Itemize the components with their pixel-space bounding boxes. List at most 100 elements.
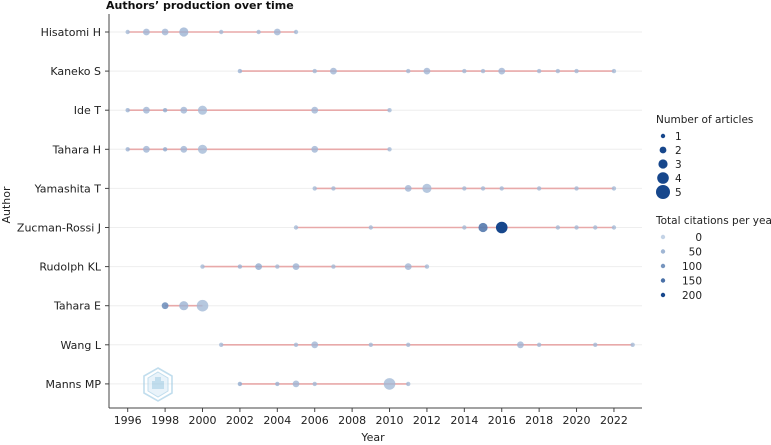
data-point <box>273 28 281 36</box>
data-point <box>331 186 336 191</box>
data-point <box>462 68 467 74</box>
legend-total-citations: Total citations per year 0 50 100 150 200 <box>655 215 771 302</box>
data-point <box>180 145 188 153</box>
data-point <box>293 342 299 347</box>
data-point <box>630 342 635 347</box>
x-tick-label: 1998 <box>151 414 179 427</box>
legend-citation-marker <box>660 234 666 240</box>
x-tick-label: 2018 <box>525 414 553 427</box>
legend-article-label: 3 <box>675 159 682 171</box>
journal-logo-watermark <box>143 367 173 402</box>
data-point <box>311 341 319 349</box>
data-point <box>143 28 150 36</box>
data-point <box>593 342 598 347</box>
x-tick-label: 2010 <box>376 414 404 427</box>
data-point <box>574 186 579 191</box>
legend-article-label: 1 <box>675 131 682 143</box>
author-label: Rudolph KL <box>39 261 102 274</box>
x-tick-label: 2012 <box>413 414 441 427</box>
author-label: Wang L <box>61 339 102 352</box>
author-label: Yamashita T <box>34 182 102 195</box>
data-point <box>143 106 150 114</box>
data-point <box>125 147 130 152</box>
legend-article-marker <box>658 159 668 169</box>
legend-citation-label: 0 <box>695 232 702 244</box>
x-tick-label: 2000 <box>189 414 217 427</box>
data-point <box>536 342 542 347</box>
data-point <box>404 185 412 192</box>
x-tick-label: 2002 <box>226 414 254 427</box>
data-point <box>237 381 243 387</box>
data-point <box>196 299 209 312</box>
data-point <box>517 341 524 349</box>
data-point <box>424 264 430 269</box>
x-tick-label: 2006 <box>301 414 329 427</box>
data-point <box>162 147 168 152</box>
author-label: Manns MP <box>45 378 101 391</box>
data-point <box>330 67 337 75</box>
data-point <box>237 264 243 269</box>
data-point <box>311 145 319 153</box>
data-point <box>179 27 189 37</box>
data-point <box>180 106 188 114</box>
data-point <box>423 67 431 75</box>
legend-citation-label: 100 <box>682 261 702 273</box>
data-point <box>237 68 243 74</box>
data-point <box>498 67 506 75</box>
x-tick-label: 2014 <box>450 414 478 427</box>
data-point <box>275 264 280 269</box>
data-point <box>611 68 617 74</box>
data-point <box>197 144 208 154</box>
data-point <box>368 225 374 230</box>
data-point <box>536 68 542 74</box>
author-label: Ide T <box>74 104 101 117</box>
data-point <box>179 301 189 311</box>
legend-article-marker <box>660 133 666 139</box>
author-label: Tahara H <box>52 143 101 156</box>
data-point <box>275 381 280 387</box>
author-label: Zucman-Rossi J <box>17 222 101 235</box>
data-point <box>200 264 205 269</box>
data-point <box>312 186 317 191</box>
data-point <box>536 186 542 191</box>
data-point <box>312 68 317 74</box>
data-point <box>406 381 411 387</box>
chart-title: Authors’ production over time <box>106 0 294 12</box>
legend-citation-label: 200 <box>682 290 702 302</box>
legend-citation-marker <box>660 249 666 254</box>
data-point <box>256 29 261 35</box>
x-tick-label: 2016 <box>488 414 516 427</box>
data-point <box>311 106 319 114</box>
data-point <box>611 225 617 230</box>
data-point <box>125 108 130 113</box>
data-point <box>593 225 598 230</box>
legend-citation-label: 150 <box>682 276 702 288</box>
data-point <box>197 105 208 115</box>
data-point <box>555 225 561 230</box>
data-point <box>495 221 508 234</box>
y-axis-title: Author <box>0 186 13 224</box>
legend-article-label: 4 <box>675 173 682 185</box>
data-point <box>312 381 317 387</box>
data-point <box>143 145 150 153</box>
data-point <box>162 108 168 113</box>
legend-article-marker <box>659 146 667 154</box>
author-label: Hisatomi H <box>41 26 101 39</box>
y-axis: Hisatomi H Kaneko S Ide T Tahara H Yamashita… <box>17 14 110 408</box>
author-timelines <box>127 31 633 385</box>
legend-article-marker <box>656 185 670 199</box>
data-points <box>125 27 635 390</box>
x-tick-label: 1996 <box>114 414 142 427</box>
author-label: Tahara E <box>53 300 101 313</box>
data-point <box>292 380 300 388</box>
data-point <box>574 225 579 230</box>
x-tick-label: 2008 <box>338 414 366 427</box>
data-point <box>422 183 432 193</box>
data-point <box>462 225 467 230</box>
x-tick-label: 2022 <box>600 414 628 427</box>
data-point <box>406 342 411 347</box>
x-tick-label: 2004 <box>263 414 291 427</box>
x-axis-title: Year <box>360 431 385 444</box>
data-point <box>161 28 169 36</box>
